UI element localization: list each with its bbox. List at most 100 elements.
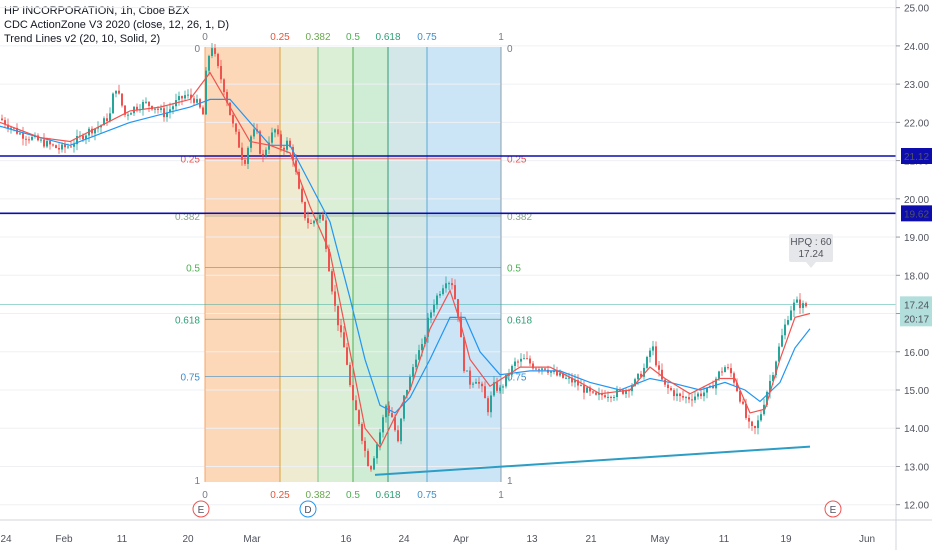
event-marker-label: E [198, 505, 205, 516]
event-marker[interactable]: E [824, 500, 842, 518]
candle-body [325, 220, 327, 249]
level-price-label-bg [901, 148, 932, 164]
candle [352, 380, 354, 402]
event-marker[interactable]: D [299, 500, 317, 518]
candle-body [691, 399, 693, 401]
candle-body [613, 397, 615, 399]
candle [670, 386, 672, 392]
candle-body [742, 401, 744, 404]
candle [403, 395, 405, 422]
candle [622, 388, 624, 396]
candle-body [232, 115, 234, 124]
candle-body [349, 364, 351, 386]
candle-body [223, 79, 225, 92]
candle-body [694, 396, 696, 401]
candle [493, 376, 495, 398]
fib-time-label-bottom: 0.618 [375, 490, 400, 501]
fib-time-label-top: 0.5 [346, 32, 360, 43]
candle-body [25, 138, 27, 140]
candle-body [757, 420, 759, 429]
candle-body [154, 108, 156, 110]
candle [601, 389, 603, 400]
candle-body [85, 135, 87, 140]
candle-body [634, 379, 636, 386]
candle [691, 394, 693, 407]
candle-body [19, 133, 21, 135]
candle-body [475, 381, 477, 384]
fib-time-label-top: 1 [498, 32, 504, 43]
legend-indicator-cdc[interactable]: CDC ActionZone V3 2020 (close, 12, 26, 1… [4, 19, 230, 31]
candle [160, 104, 162, 113]
candle-body [415, 359, 417, 368]
candle [202, 105, 204, 115]
candle [241, 142, 243, 166]
candle-body [520, 358, 522, 362]
candle-body [673, 390, 675, 397]
candle-body [496, 382, 498, 391]
candle-body [274, 129, 276, 133]
candle [73, 138, 75, 153]
candle [349, 362, 351, 388]
candle-body [91, 128, 93, 134]
candle [148, 101, 150, 113]
candle [331, 269, 333, 295]
price-axis-label: 18.00 [904, 271, 929, 282]
price-axis-label: 16.00 [904, 348, 929, 359]
candle [517, 359, 519, 368]
candle-body [214, 48, 216, 54]
candle [727, 363, 729, 370]
fib-time-label-top: 0.382 [305, 32, 330, 43]
candle-body [271, 132, 273, 143]
candle-body [541, 368, 543, 370]
candle-body [598, 393, 600, 395]
candle-body [766, 391, 768, 405]
fib-price-label-right: 0.75 [507, 373, 527, 384]
candle [88, 126, 90, 143]
candle-body [586, 387, 588, 393]
candle-body [700, 393, 702, 397]
candle-body [328, 248, 330, 272]
candle-body [340, 325, 342, 333]
candle-body [793, 302, 795, 311]
candle [334, 284, 336, 312]
candle-body [109, 113, 111, 122]
event-marker-circle [824, 500, 842, 518]
candle [31, 135, 33, 142]
candle [136, 103, 138, 113]
candle-body [76, 136, 78, 145]
candle-body [112, 93, 114, 114]
candle-body [55, 145, 57, 149]
candle-body [1, 118, 3, 121]
event-marker-circle [192, 500, 210, 518]
candle [454, 279, 456, 300]
candle [595, 391, 597, 396]
candle-body [649, 350, 651, 357]
candle [172, 102, 174, 115]
candle-body [754, 426, 756, 429]
legend-indicator-trendlines[interactable]: Trend Lines v2 (20, 10, Solid, 2) [4, 33, 161, 45]
candle-body [508, 374, 510, 376]
fib-time-zone [318, 47, 353, 482]
candle-body [187, 94, 189, 96]
candle [187, 89, 189, 99]
event-marker[interactable]: E [192, 500, 210, 518]
candle-body [484, 386, 486, 399]
candle-body [574, 380, 576, 383]
candle-body [730, 368, 732, 374]
candle-body [166, 112, 168, 118]
candle [55, 144, 57, 149]
candle [358, 409, 360, 427]
candle-body [163, 108, 165, 118]
candle [532, 361, 534, 371]
candle [499, 385, 501, 394]
fast-ema-line [0, 71, 811, 449]
candle [754, 425, 756, 435]
fib-time-zone [280, 47, 318, 482]
candle-body [655, 346, 657, 366]
candle [271, 127, 273, 145]
candle-body [94, 128, 96, 134]
fib-price-label-left: 0.382 [175, 212, 200, 223]
candle-body [775, 361, 777, 376]
candle [775, 360, 777, 379]
